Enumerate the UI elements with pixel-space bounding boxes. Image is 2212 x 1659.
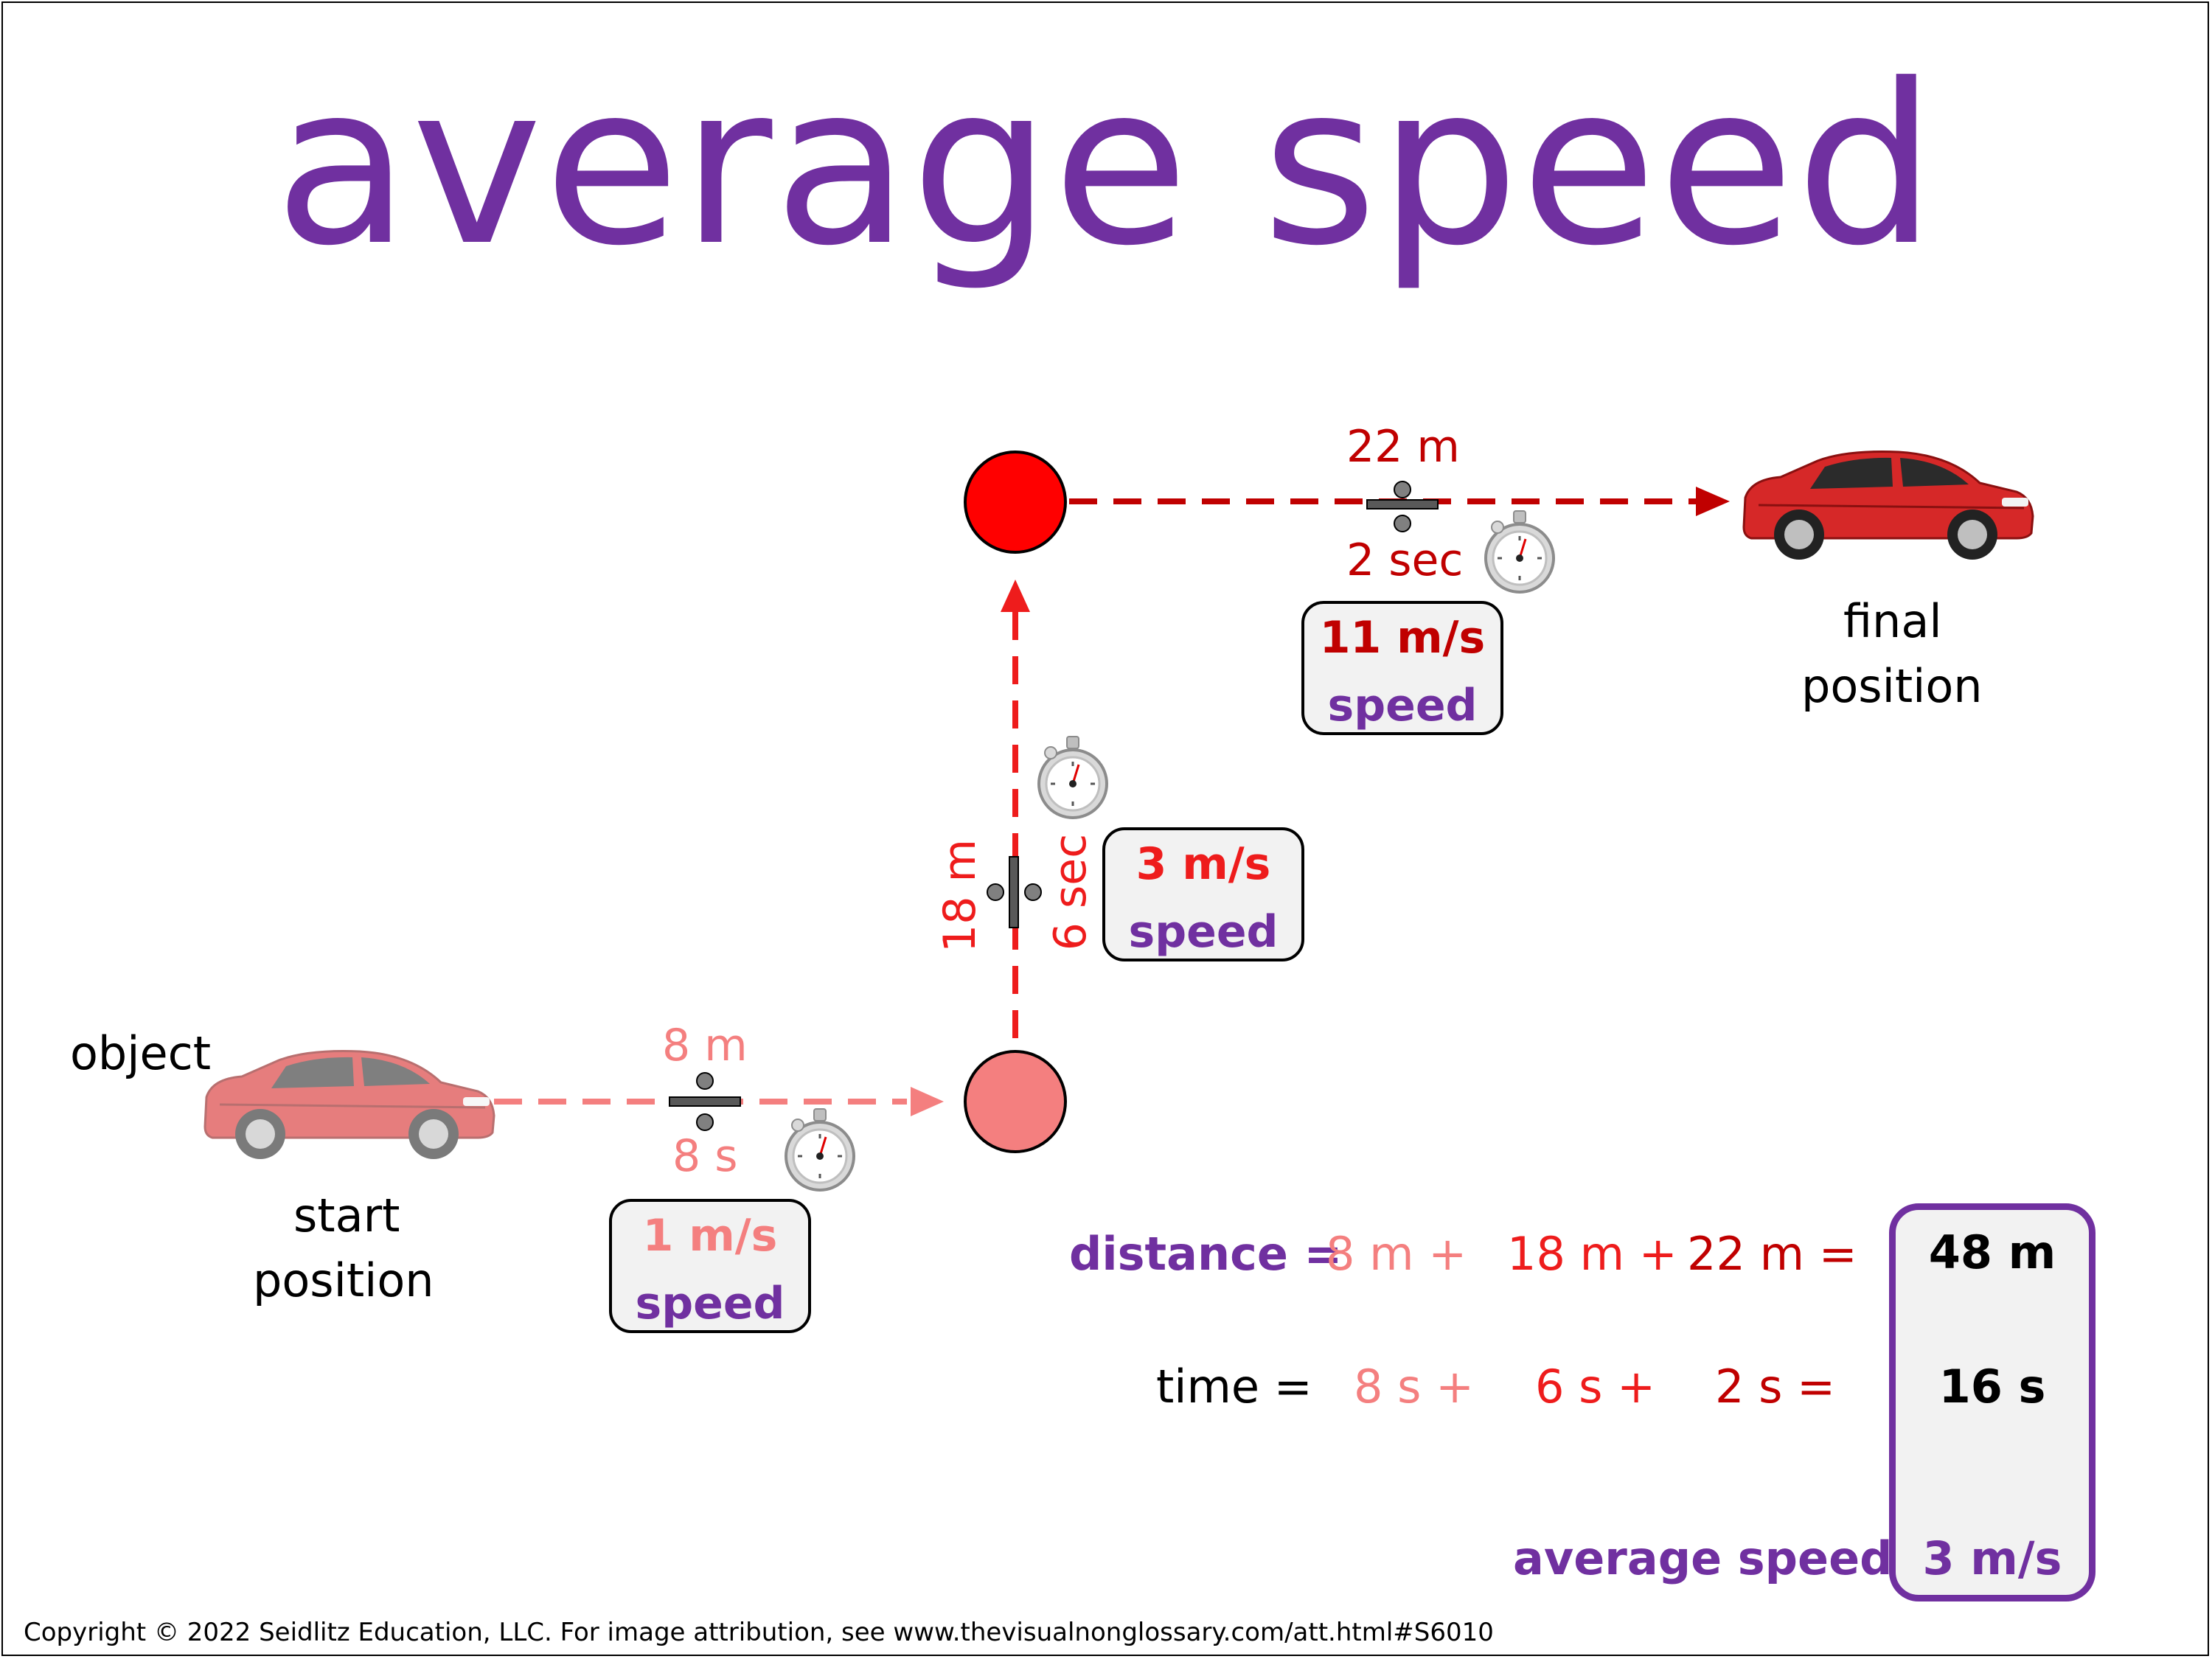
segment2-distance: 18 m — [934, 839, 986, 953]
start-label-line2: position — [253, 1253, 434, 1307]
segment1-time: 8 s — [672, 1130, 738, 1182]
segment2-speed: 3 m/s — [1135, 838, 1271, 890]
segment2-speed-label: speed — [1128, 906, 1279, 958]
final-label-line2: position — [1801, 659, 1983, 713]
average-speed-value: 3 m/s — [1922, 1531, 2062, 1585]
segment3-speed: 11 m/s — [1319, 612, 1486, 664]
segment2-time: 6 sec — [1045, 833, 1096, 951]
average-speed-label: average speed: — [1513, 1531, 1911, 1585]
copyright-footer: Copyright © 2022 Seidlitz Education, LLC… — [24, 1618, 1494, 1647]
distance-term-3: 22 m = — [1687, 1227, 1857, 1281]
segment1-speed-box: 1 m/s speed — [609, 1199, 811, 1333]
segment3-speed-box: 11 m/s speed — [1301, 601, 1503, 735]
segment1-speed-label: speed — [635, 1278, 785, 1329]
final-car-icon — [1742, 451, 2034, 561]
waypoint-2 — [964, 451, 1067, 554]
distance-label: distance = — [1069, 1227, 1343, 1281]
start-label-line1: start — [293, 1189, 400, 1242]
divide-symbol-icon — [1366, 481, 1439, 532]
segment3-speed-label: speed — [1327, 680, 1478, 731]
segment2-speed-box: 3 m/s speed — [1102, 827, 1304, 961]
average-speed-result-box — [1889, 1203, 2096, 1601]
segment1-arrowhead — [911, 1087, 944, 1116]
divide-symbol-icon — [987, 856, 1042, 928]
divide-symbol-icon — [669, 1072, 741, 1131]
start-car-icon — [204, 1050, 495, 1161]
distance-term-2: 18 m + — [1507, 1227, 1677, 1281]
distance-term-1: 8 m + — [1326, 1227, 1467, 1281]
time-term-1: 8 s + — [1354, 1360, 1475, 1413]
stopwatch-icon — [785, 1107, 855, 1192]
segment1-speed: 1 m/s — [642, 1210, 778, 1262]
stopwatch-icon — [1484, 509, 1555, 594]
stopwatch-icon — [1037, 735, 1108, 819]
time-term-2: 6 s + — [1535, 1360, 1656, 1413]
waypoint-1 — [964, 1050, 1067, 1153]
page-title: average speed — [274, 37, 1938, 294]
segment3-time: 2 sec — [1346, 535, 1464, 586]
time-term-3: 2 s = — [1715, 1360, 1836, 1413]
object-label: object — [70, 1026, 212, 1080]
segment2-arrowhead — [1001, 580, 1030, 612]
total-distance: 48 m — [1928, 1225, 2056, 1279]
total-time: 16 s — [1938, 1360, 2046, 1413]
segment3-distance: 22 m — [1346, 421, 1460, 473]
time-label: time = — [1156, 1360, 1312, 1413]
segment3-arrowhead — [1696, 487, 1730, 516]
final-label-line1: final — [1843, 594, 1942, 648]
segment1-distance: 8 m — [662, 1020, 748, 1071]
